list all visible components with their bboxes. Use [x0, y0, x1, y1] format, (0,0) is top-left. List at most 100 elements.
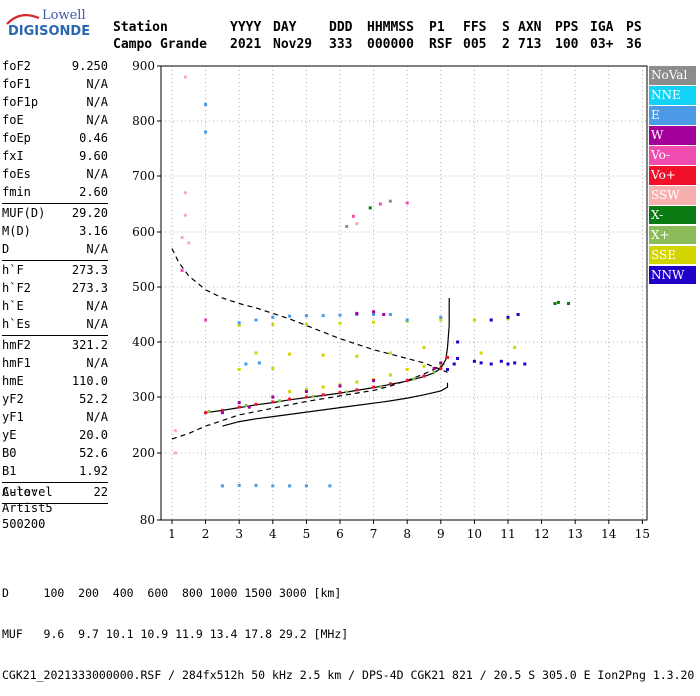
- param-row: fxI 9.60: [2, 148, 108, 166]
- param-row: foE N/A: [2, 112, 108, 130]
- echo-point-s3: [321, 314, 325, 318]
- plot-frame: [160, 65, 648, 521]
- header-label-1: YYYY: [230, 20, 262, 35]
- param-name: foF2: [2, 59, 31, 73]
- digisonde-logo: Lowell DIGISONDE: [4, 6, 102, 50]
- echo-point-s5: [523, 362, 527, 366]
- param-row: h`F2 273.3: [2, 280, 108, 298]
- param-value: N/A: [86, 356, 108, 370]
- header-value-6: 005: [463, 37, 487, 52]
- header-value-7: 2: [502, 37, 510, 52]
- echo-point-s3: [254, 318, 258, 322]
- legend-item: NoVal: [649, 66, 696, 85]
- legend-item: SSE: [649, 245, 696, 265]
- legend-item: X+: [649, 225, 696, 245]
- param-row: hmE 110.0: [2, 373, 108, 391]
- echo-point-s1: [378, 385, 382, 389]
- echo-point-s0: [321, 393, 325, 397]
- echo-point-s2: [513, 346, 517, 349]
- echo-point-s1: [207, 410, 211, 414]
- echo-point-s3: [288, 484, 292, 488]
- echo-point-s9: [345, 224, 349, 228]
- header-label-0: Station: [113, 20, 168, 35]
- param-value: 273.3: [71, 263, 108, 277]
- param-row: h`F 273.3: [2, 262, 108, 280]
- legend-item: Vo+: [649, 165, 696, 185]
- echo-point-s0: [338, 391, 342, 395]
- echo-point-s2: [304, 322, 308, 326]
- param-name: foEp: [2, 131, 31, 145]
- header-label-9: PPS: [555, 20, 579, 35]
- echo-point-s2: [388, 351, 392, 355]
- param-value: 321.2: [71, 338, 108, 352]
- logo-lowell: Lowell: [42, 8, 86, 23]
- echo-point-s4: [304, 390, 308, 393]
- echo-point-s2: [304, 387, 308, 391]
- echo-point-s1: [412, 377, 416, 381]
- header-value-5: RSF: [429, 37, 453, 52]
- echo-point-s2: [472, 318, 476, 322]
- param-row: foF1 N/A: [2, 76, 108, 94]
- echo-point-s0: [372, 385, 376, 389]
- echo-point-s1: [432, 370, 436, 374]
- x-tick-label: 2: [202, 527, 210, 541]
- param-row: foEp 0.46: [2, 130, 108, 148]
- param-row: MUF(D) 29.20: [2, 205, 108, 223]
- param-name: B0: [2, 446, 17, 460]
- echo-point-s2: [372, 320, 376, 324]
- footer-distance-row: D 100 200 400 600 800 1000 1500 3000 [km…: [2, 586, 342, 601]
- param-value: 0.46: [79, 131, 108, 145]
- echo-point-s6: [368, 206, 372, 210]
- param-value: 110.0: [71, 374, 108, 388]
- param-row: h`Es N/A: [2, 316, 108, 334]
- echo-point-s2: [338, 321, 342, 325]
- header-label-5: P1: [429, 20, 445, 35]
- y-tick-label: 400: [132, 335, 155, 349]
- echo-point-s3: [304, 314, 308, 318]
- param-name: h`F2: [2, 281, 31, 295]
- echo-point-s3: [372, 313, 376, 316]
- echo-point-s0: [439, 366, 443, 370]
- echo-point-s5: [506, 362, 510, 366]
- param-value: 52.6: [79, 446, 108, 460]
- echo-point-s5: [456, 357, 460, 360]
- echo-point-s7: [187, 241, 191, 245]
- echo-point-s2: [405, 368, 409, 371]
- param-row: h`E N/A: [2, 298, 108, 316]
- param-name: B1: [2, 464, 17, 478]
- echo-point-s3: [237, 483, 241, 487]
- echo-point-s3: [254, 483, 258, 487]
- params-separator: [2, 335, 108, 336]
- polarization-legend: NoVal NNE E W Vo- Vo+ SSW X- X+ SSE NNW: [649, 66, 696, 286]
- echo-point-s2: [479, 351, 483, 355]
- param-name: M(D): [2, 224, 31, 238]
- profile-curve-0: [171, 360, 448, 440]
- profile-curve-2: [205, 298, 450, 414]
- params-separator: [2, 482, 108, 483]
- echo-point-s5: [479, 361, 483, 365]
- echo-point-s2: [237, 324, 241, 327]
- param-name: fmin: [2, 185, 31, 199]
- param-value: 9.250: [71, 59, 108, 73]
- chart-grid: [161, 66, 647, 520]
- param-name: h`E: [2, 299, 24, 313]
- x-tick-label: 10: [467, 527, 482, 541]
- auto-label: Auto:: [2, 485, 39, 499]
- echo-point-s2: [355, 354, 359, 358]
- param-row: yE 20.0: [2, 427, 108, 445]
- param-row: D N/A: [2, 241, 108, 259]
- echo-point-s3: [288, 314, 292, 318]
- echo-point-s7: [173, 451, 177, 455]
- param-value: N/A: [86, 113, 108, 127]
- echo-point-s4: [355, 311, 359, 315]
- legend-item: Vo-: [649, 145, 696, 165]
- header-label-7: S: [502, 20, 510, 35]
- param-name: foE: [2, 113, 24, 127]
- echo-point-s2: [321, 385, 325, 389]
- echo-point-s2: [355, 380, 359, 384]
- param-name: fxI: [2, 149, 24, 163]
- echo-point-s2: [422, 364, 426, 368]
- echo-point-s0: [288, 397, 292, 401]
- echo-point-s7: [355, 222, 359, 226]
- echo-point-s5: [489, 362, 493, 366]
